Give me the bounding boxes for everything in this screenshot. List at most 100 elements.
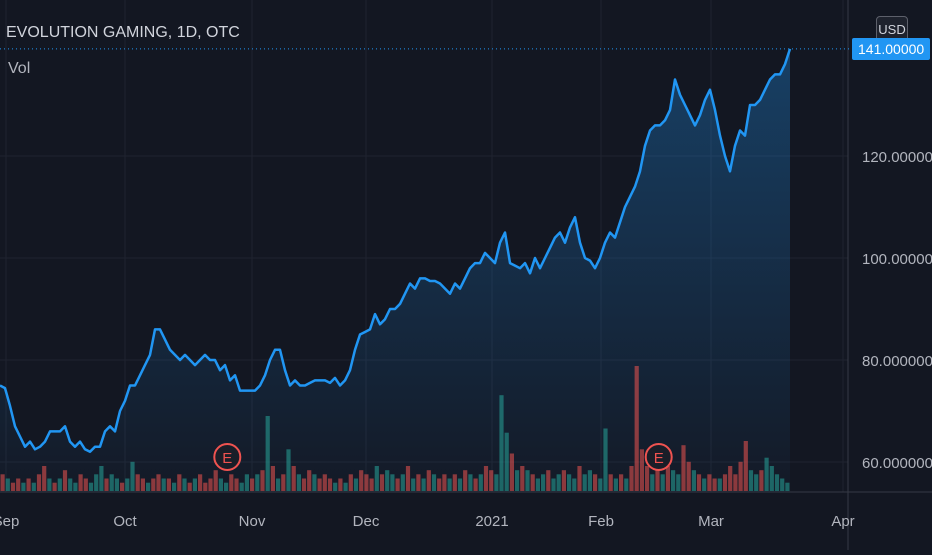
price-axis-label: 100.000000 xyxy=(862,251,932,268)
volume-bar xyxy=(26,478,31,491)
volume-bar xyxy=(250,478,255,491)
volume-bar xyxy=(156,474,161,491)
volume-bar xyxy=(296,474,301,491)
volume-bar xyxy=(473,478,478,491)
volume-bar xyxy=(665,466,670,491)
volume-bar xyxy=(707,474,712,491)
volume-bar xyxy=(619,474,624,491)
volume-bar xyxy=(504,432,509,491)
volume-bar xyxy=(109,474,114,491)
volume-bar xyxy=(426,470,431,491)
volume-bar xyxy=(489,470,494,491)
volume-bar xyxy=(520,466,525,491)
earnings-marker[interactable]: E xyxy=(213,443,242,471)
volume-bar xyxy=(234,478,239,491)
volume-bar xyxy=(759,470,764,491)
volume-bar xyxy=(655,470,660,491)
volume-bar xyxy=(244,474,249,491)
volume-bar xyxy=(146,482,151,491)
volume-bar xyxy=(177,474,182,491)
volume-bar xyxy=(276,478,281,491)
earnings-marker-label: E xyxy=(654,450,664,467)
volume-bar xyxy=(405,466,411,491)
volume-bar xyxy=(161,478,166,491)
volume-bar xyxy=(546,470,551,491)
volume-bar xyxy=(431,474,437,491)
volume-bar xyxy=(452,474,457,491)
volume-bar xyxy=(312,474,317,491)
volume-bar xyxy=(369,478,374,491)
price-line xyxy=(0,48,850,454)
time-axis-label: Nov xyxy=(239,513,266,530)
volume-bar xyxy=(509,453,514,491)
volume-bar xyxy=(556,474,561,491)
volume-bar xyxy=(395,478,400,491)
volume-bar xyxy=(270,466,275,491)
time-axis[interactable]: Sep Oct Nov Dec 2021 Feb Mar Apr xyxy=(0,513,855,530)
price-area-fill xyxy=(0,48,790,493)
volume-bar xyxy=(166,478,171,491)
price-axis-label: 60.000000 xyxy=(862,455,932,472)
volume-bar xyxy=(5,478,10,491)
volume-bar xyxy=(722,474,728,491)
volume-bar xyxy=(31,482,36,491)
earnings-marker[interactable]: E xyxy=(644,443,673,471)
volume-bar xyxy=(260,470,265,491)
volume-bar xyxy=(83,478,88,491)
price-area xyxy=(0,48,790,493)
time-axis-label: 2021 xyxy=(475,513,508,530)
volume-bar xyxy=(499,395,504,491)
volume-bar xyxy=(551,478,556,491)
volume-bar xyxy=(88,482,94,491)
volume-bar xyxy=(780,478,785,491)
time-axis-label: Apr xyxy=(831,513,854,530)
volume-bar xyxy=(660,474,665,491)
volume-bar xyxy=(764,457,769,491)
volume-bar xyxy=(333,482,338,491)
volume-bar xyxy=(359,470,364,491)
volume-bar xyxy=(172,482,177,491)
volume-bar xyxy=(738,461,743,491)
volume-bar xyxy=(265,416,270,491)
volume-bar xyxy=(743,441,748,491)
volume-bar xyxy=(198,474,203,491)
volume-indicator-label[interactable]: Vol xyxy=(8,60,31,77)
volume-bar xyxy=(307,470,312,491)
earnings-marker-circle xyxy=(213,443,242,471)
volume-bar xyxy=(681,445,686,491)
volume-bar xyxy=(754,474,759,491)
volume-bar xyxy=(130,461,135,491)
volume-bar xyxy=(213,470,218,491)
volume-bar xyxy=(416,474,421,491)
volume-bar xyxy=(281,474,286,491)
volume-bar xyxy=(239,482,244,491)
volume-bar xyxy=(577,466,582,491)
volume-bar xyxy=(702,478,707,491)
volume-bar xyxy=(192,478,197,491)
earnings-marker-label: E xyxy=(222,450,232,467)
volume-bar xyxy=(676,474,681,491)
price-axis[interactable]: 60.000000 80.000000 100.000000 120.000000 xyxy=(862,149,932,472)
time-axis-label: Dec xyxy=(353,513,380,530)
volume-bar xyxy=(515,470,520,491)
volume-bar xyxy=(42,466,47,491)
volume-bar xyxy=(301,478,307,491)
volume-bar xyxy=(286,449,291,491)
volume-bar xyxy=(338,478,343,491)
volume-bar xyxy=(16,478,21,491)
volume-bar xyxy=(696,474,702,491)
time-axis-label: Mar xyxy=(698,513,724,530)
volume-bar xyxy=(151,478,156,491)
volume-bar xyxy=(748,470,754,491)
volume-bar xyxy=(57,478,62,491)
price-axis-label: 120.000000 xyxy=(862,149,932,166)
volume-bar xyxy=(769,466,774,491)
volume-bar xyxy=(624,478,629,491)
volume-bar xyxy=(587,470,592,491)
volume-bar xyxy=(68,478,73,491)
volume-bar xyxy=(478,474,483,491)
volume-bar xyxy=(255,474,260,491)
volume-bar xyxy=(437,478,442,491)
